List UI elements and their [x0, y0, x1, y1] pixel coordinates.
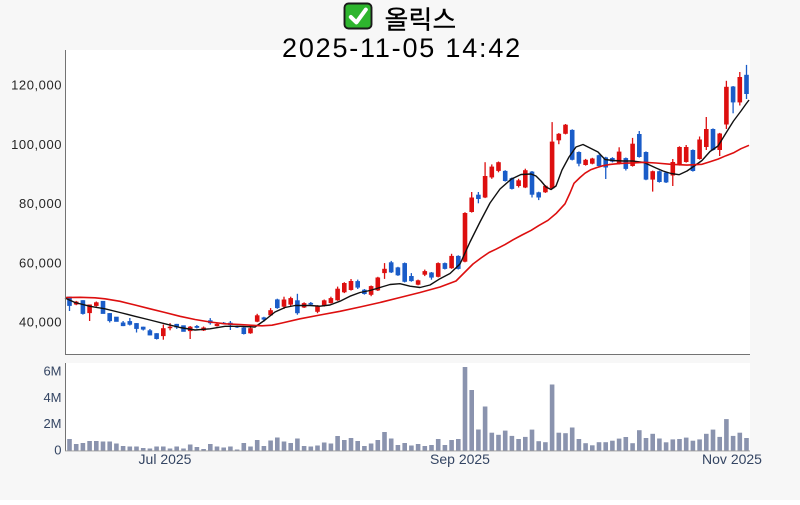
svg-text:2M: 2M [43, 416, 61, 431]
svg-text:4M: 4M [43, 390, 61, 405]
svg-text:Nov 2025: Nov 2025 [702, 451, 762, 467]
svg-text:120,000: 120,000 [11, 78, 62, 93]
svg-text:Sep 2025: Sep 2025 [430, 451, 490, 467]
svg-text:40,000: 40,000 [19, 315, 62, 330]
svg-text:2025-11-05 14:42: 2025-11-05 14:42 [282, 33, 522, 63]
svg-text:60,000: 60,000 [19, 255, 62, 270]
svg-text:6M: 6M [43, 363, 61, 378]
svg-text:0: 0 [54, 443, 61, 458]
svg-text:80,000: 80,000 [19, 196, 62, 211]
svg-text:Jul 2025: Jul 2025 [139, 451, 192, 467]
svg-text:100,000: 100,000 [11, 137, 62, 152]
